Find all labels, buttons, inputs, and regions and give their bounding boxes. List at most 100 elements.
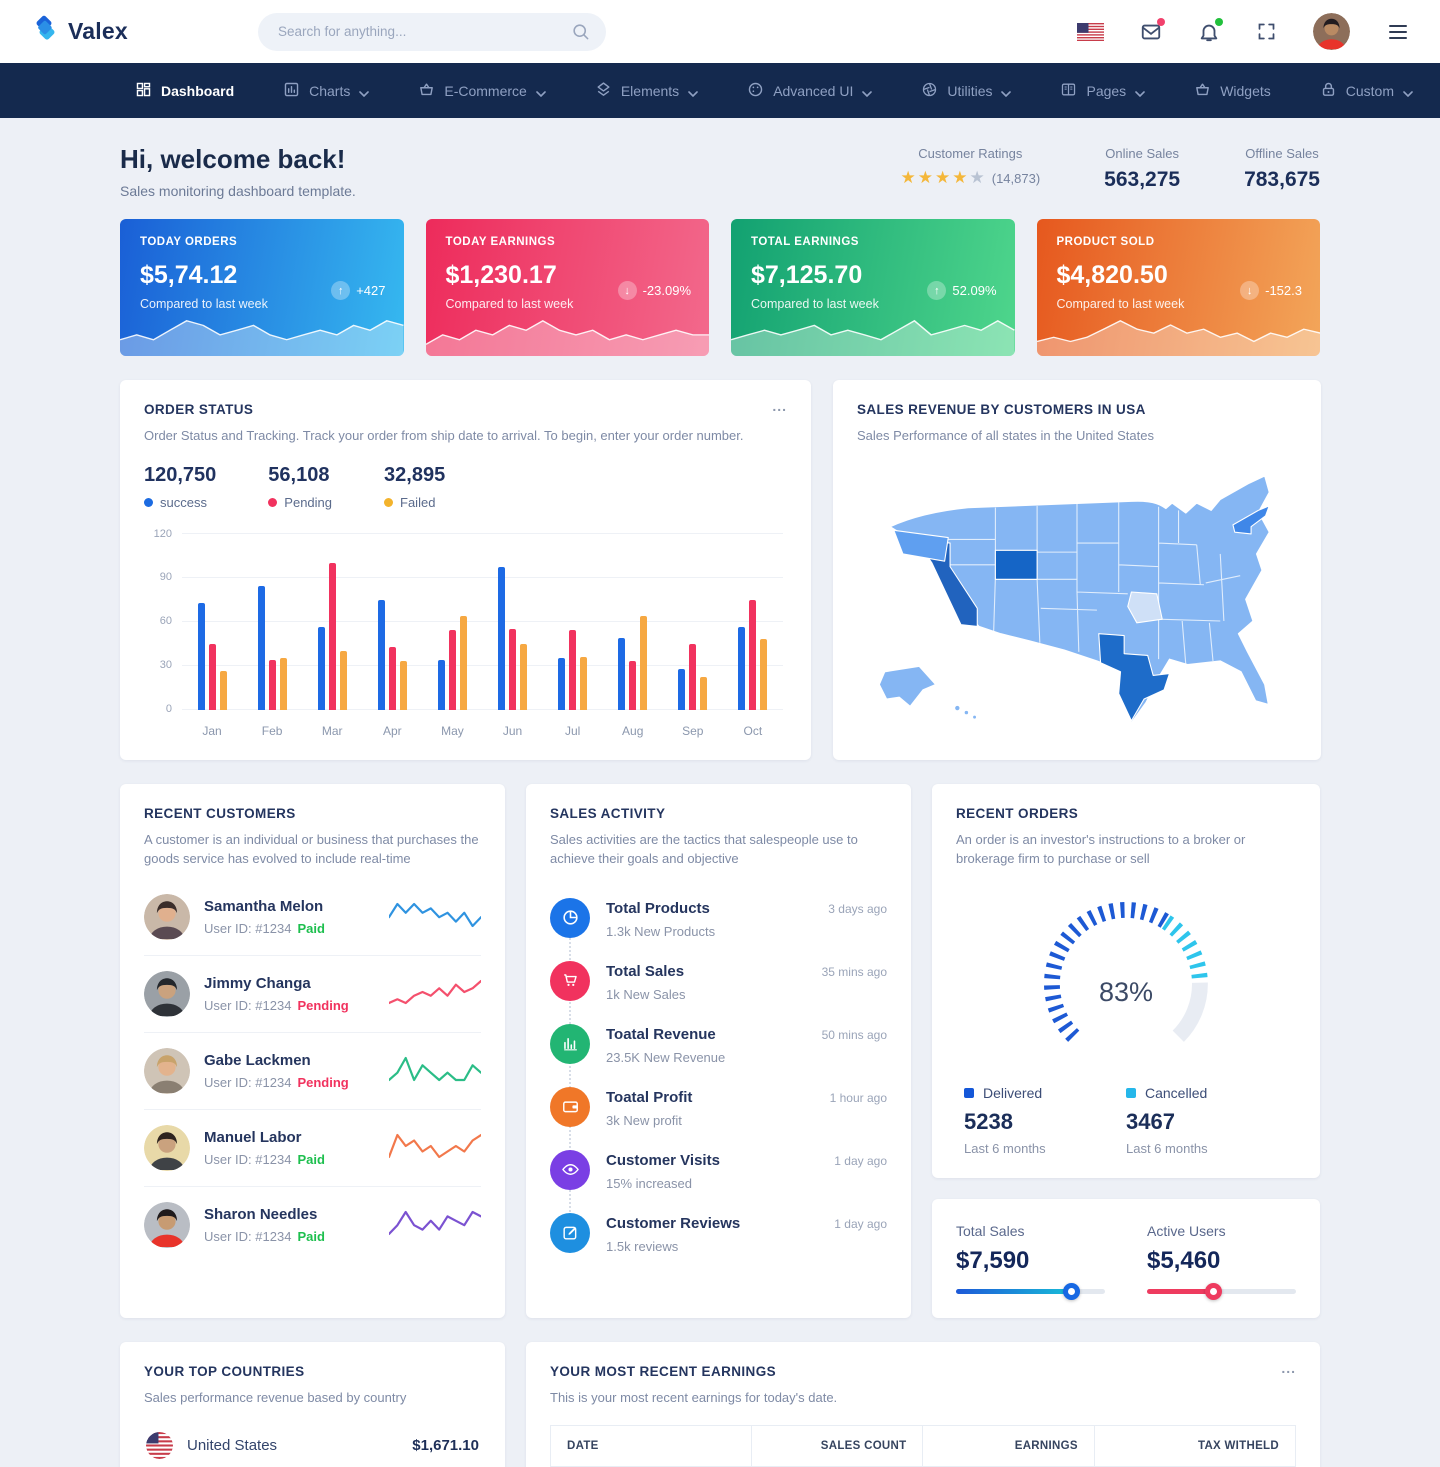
- bar-success: [738, 627, 746, 710]
- bar-success: [377, 599, 385, 710]
- nav-item-charts[interactable]: Charts: [283, 81, 370, 101]
- online-sales-label: Online Sales: [1105, 146, 1179, 161]
- customer-list: Samantha Melon User ID: #1234 Paid Jimmy Ch…: [144, 879, 483, 1252]
- y-axis-tick: 0: [165, 703, 172, 716]
- cancelled-period: Last 6 months: [1126, 1140, 1208, 1156]
- order-status-bar-chart: 120 90 60 30 0 Jan Feb Mar Apr May Jun Jul Aug Sep Oct: [144, 526, 787, 738]
- online-sales-stat: Online Sales 563,275: [1104, 146, 1180, 192]
- valex-logo-icon: [30, 14, 60, 49]
- fullscreen-icon[interactable]: [1256, 21, 1277, 42]
- chevron-down-icon: [862, 84, 873, 100]
- stat-card-title: PRODUCT SOLD: [1056, 236, 1155, 248]
- order-stat-label: Pending: [284, 494, 333, 510]
- customer-row: Jimmy Changa User ID: #1234 Pending: [144, 956, 483, 1033]
- legend-dot: [268, 497, 278, 507]
- bar-failed: [219, 671, 227, 710]
- order-status-menu-button[interactable]: ...: [772, 398, 787, 414]
- x-axis-label: May: [441, 723, 464, 738]
- book-icon: [1060, 81, 1077, 101]
- customer-name: Jimmy Changa: [204, 974, 311, 992]
- customer-sparkline: [387, 976, 483, 1011]
- x-axis-label: Feb: [261, 723, 283, 738]
- activity-time: 1 day ago: [834, 1153, 887, 1168]
- delivered-period: Last 6 months: [964, 1140, 1046, 1156]
- top-countries-subtitle: Sales performance revenue based by count…: [144, 1389, 407, 1405]
- bar-pending: [689, 643, 697, 710]
- x-axis-label: Oct: [743, 723, 763, 738]
- notifications-icon[interactable]: [1198, 17, 1223, 43]
- chevron-down-icon: [1135, 84, 1145, 100]
- total-sales-slider-knob[interactable]: [1063, 1282, 1081, 1300]
- eye-icon: [550, 1149, 590, 1190]
- bar-pending: [388, 646, 396, 710]
- top-countries-panel: YOUR TOP COUNTRIES Sales performance rev…: [120, 1341, 505, 1467]
- bar-success: [437, 659, 445, 710]
- customer-user-id: User ID: #1234: [204, 1228, 292, 1244]
- chevron-down-icon: [359, 84, 370, 100]
- usa-map-title: SALES REVENUE BY CUSTOMERS IN USA: [857, 402, 1146, 417]
- earnings-menu-button[interactable]: ...: [1281, 1359, 1296, 1376]
- bar-failed: [339, 650, 347, 710]
- nav-item-custom[interactable]: Custom: [1320, 81, 1413, 101]
- bar-success: [498, 567, 506, 710]
- nav-item-pages[interactable]: Pages: [1060, 81, 1145, 101]
- star-icon: ★: [917, 168, 933, 187]
- stat-card-compare: Compared to last week: [751, 297, 879, 311]
- x-axis-label: Jan: [202, 723, 222, 738]
- bar-pending: [328, 562, 336, 710]
- header-icons: [1077, 13, 1410, 50]
- arrow-down-icon: ↓: [617, 281, 637, 300]
- customer-row: Samantha Melon User ID: #1234 Paid: [144, 879, 483, 956]
- nav-item-dashboard[interactable]: Dashboard: [135, 81, 234, 101]
- activity-subtitle: 1.5k reviews: [606, 1238, 679, 1254]
- nav-item-utilities[interactable]: Utilities: [921, 81, 1012, 101]
- stat-card-title: TOTAL EARNINGS: [751, 236, 859, 248]
- order-stat-value: 56,108: [268, 463, 330, 486]
- nav-item-advanced-ui[interactable]: Advanced UI: [747, 81, 873, 101]
- country-row: United States $1,671.10: [144, 1415, 481, 1467]
- usa-choropleth-map[interactable]: [857, 456, 1297, 728]
- bar-failed: [520, 643, 528, 710]
- sales-users-panel: Total Sales $7,590 Active Users $5,460: [932, 1198, 1320, 1318]
- delta-value: 52.09%: [952, 283, 997, 298]
- delta-value: -152.3: [1265, 283, 1302, 298]
- bar-group-apr: [362, 534, 422, 710]
- search-input[interactable]: [258, 12, 606, 51]
- nav-item-e-commerce[interactable]: E-Commerce: [418, 81, 546, 101]
- active-users-slider-block: Active Users $5,460: [1147, 1223, 1296, 1300]
- bar-failed: [640, 615, 648, 710]
- language-flag-icon[interactable]: [1077, 22, 1104, 41]
- activity-row: Total Sales 1k New Sales 35 mins ago: [550, 950, 887, 1013]
- activity-time: 3 days ago: [828, 901, 887, 916]
- bar-group-jan: [182, 534, 242, 710]
- delivered-value: 5238: [964, 1108, 1013, 1134]
- activity-row: Toatal Revenue 23.5K New Revenue 50 mins a…: [550, 1013, 887, 1076]
- menu-toggle-icon[interactable]: [1386, 20, 1410, 44]
- order-stat-label: Failed: [400, 494, 436, 510]
- stat-card-value: $4,820.50: [1056, 261, 1168, 289]
- stat-card-title: TODAY ORDERS: [140, 236, 238, 248]
- chevron-down-icon: [1403, 84, 1413, 100]
- messages-icon[interactable]: [1140, 17, 1165, 43]
- ratings-label: Customer Ratings: [918, 146, 1023, 161]
- user-avatar[interactable]: [1313, 13, 1350, 50]
- active-users-slider-knob[interactable]: [1205, 1282, 1223, 1300]
- usa-map-subtitle: Sales Performance of all states in the U…: [857, 428, 1154, 443]
- customer-name: Gabe Lackmen: [204, 1051, 311, 1069]
- customer-sparkline: [387, 1207, 483, 1242]
- activity-subtitle: 1k New Sales: [606, 986, 686, 1002]
- bar-success: [197, 602, 205, 710]
- nav-item-widgets[interactable]: Widgets: [1194, 81, 1271, 101]
- nav-item-label: Elements: [620, 82, 680, 99]
- recent-earnings-panel: ... YOUR MOST RECENT EARNINGS This is yo…: [526, 1341, 1320, 1467]
- stat-card-title: TODAY EARNINGS: [445, 236, 556, 248]
- nav-item-elements[interactable]: Elements: [595, 81, 698, 101]
- ratings-count: (14,873): [991, 170, 1041, 186]
- activity-time: 50 mins ago: [821, 1027, 887, 1042]
- stat-card-total-earnings: TOTAL EARNINGS $7,125.70 Compared to last …: [731, 219, 1015, 356]
- chevron-down-icon: [536, 84, 546, 100]
- brand-logo[interactable]: Valex: [30, 14, 230, 49]
- x-axis-label: Jul: [564, 723, 581, 738]
- nav-item-label: Custom: [1345, 82, 1394, 99]
